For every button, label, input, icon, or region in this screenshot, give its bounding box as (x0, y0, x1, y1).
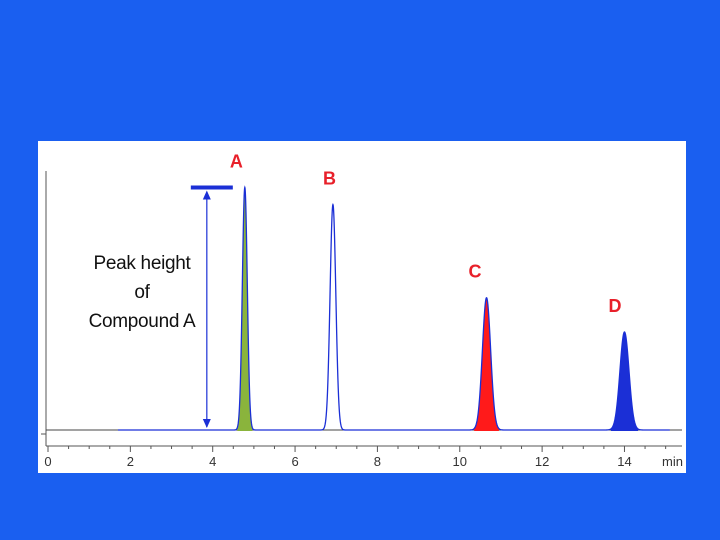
peak-fill-c (474, 297, 499, 431)
chart-panel: Peak height of Compound A A B C D 0 2 4 6 8 10 12 14… (38, 141, 686, 473)
x-tick-label: 12 (535, 454, 549, 469)
peak-label-c: C (469, 262, 482, 282)
arrow-down-icon (202, 419, 211, 428)
x-tick-label: 8 (374, 454, 381, 469)
peak-fill-d (610, 332, 639, 431)
x-tick-label: 2 (127, 454, 134, 469)
peak-label-d: D (608, 296, 621, 316)
x-tick-label: 6 (291, 454, 298, 469)
arrow-up-icon (202, 190, 211, 200)
peak-label-a: A (230, 151, 243, 171)
annotation-line-2: of (134, 282, 150, 303)
annotation-line-1: Peak height (93, 253, 191, 274)
trace-layer (118, 185, 670, 431)
annotation-layer: Peak height of Compound A (89, 185, 233, 428)
peak-fills (237, 187, 639, 431)
chromatogram-chart: Peak height of Compound A A B C D 0 2 4 6 8 10 12 14… (41, 151, 683, 469)
x-tick-label: 0 (44, 454, 51, 469)
x-ticks: 0 2 4 6 8 10 12 14 min (44, 454, 683, 469)
chromatogram-trace (118, 185, 670, 431)
x-tick-label: 4 (209, 454, 216, 469)
x-unit-label: min (662, 454, 683, 469)
x-tick-label: 14 (617, 454, 631, 469)
x-tick-label: 10 (453, 454, 467, 469)
annotation-line-3: Compound A (89, 311, 196, 332)
peak-label-b: B (323, 169, 336, 189)
peak-labels: A B C D (230, 151, 622, 316)
